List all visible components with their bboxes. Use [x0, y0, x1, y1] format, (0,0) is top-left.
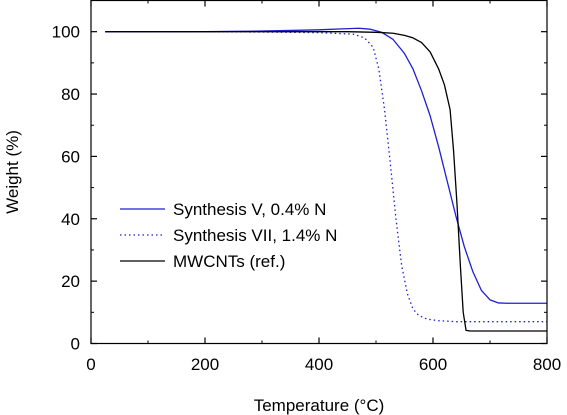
plot-lines	[105, 27, 547, 332]
series-line-2	[105, 31, 547, 323]
legend-label-1: Synthesis V, 0.4% N	[173, 200, 326, 219]
legend-label-2: Synthesis VII, 1.4% N	[173, 226, 337, 245]
series-line-3	[105, 31, 547, 332]
series-line-1	[105, 27, 547, 304]
y-tick-label: 20	[61, 272, 80, 291]
y-tick-label: 100	[52, 23, 80, 42]
x-axis-label: Temperature (°C)	[254, 396, 385, 415]
x-tick-label: 800	[533, 355, 561, 374]
legend: Synthesis V, 0.4% N Synthesis VII, 1.4% N…	[120, 200, 337, 271]
plot-frame	[90, 0, 548, 345]
y-tick-label: 60	[61, 147, 80, 166]
y-tick-label: 0	[71, 335, 80, 354]
x-tick-label: 0	[86, 355, 95, 374]
y-tick-label: 80	[61, 85, 80, 104]
x-tick-label: 400	[305, 355, 333, 374]
x-tick-label: 600	[419, 355, 447, 374]
y-axis-label: Weight (%)	[3, 130, 22, 214]
x-axis-ticks: 0 200 400 600 800	[86, 0, 561, 374]
legend-label-3: MWCNTs (ref.)	[173, 252, 285, 271]
y-tick-label: 40	[61, 210, 80, 229]
y-axis-ticks: 0 20 40 60 80 100	[52, 23, 547, 354]
x-tick-label: 200	[191, 355, 219, 374]
